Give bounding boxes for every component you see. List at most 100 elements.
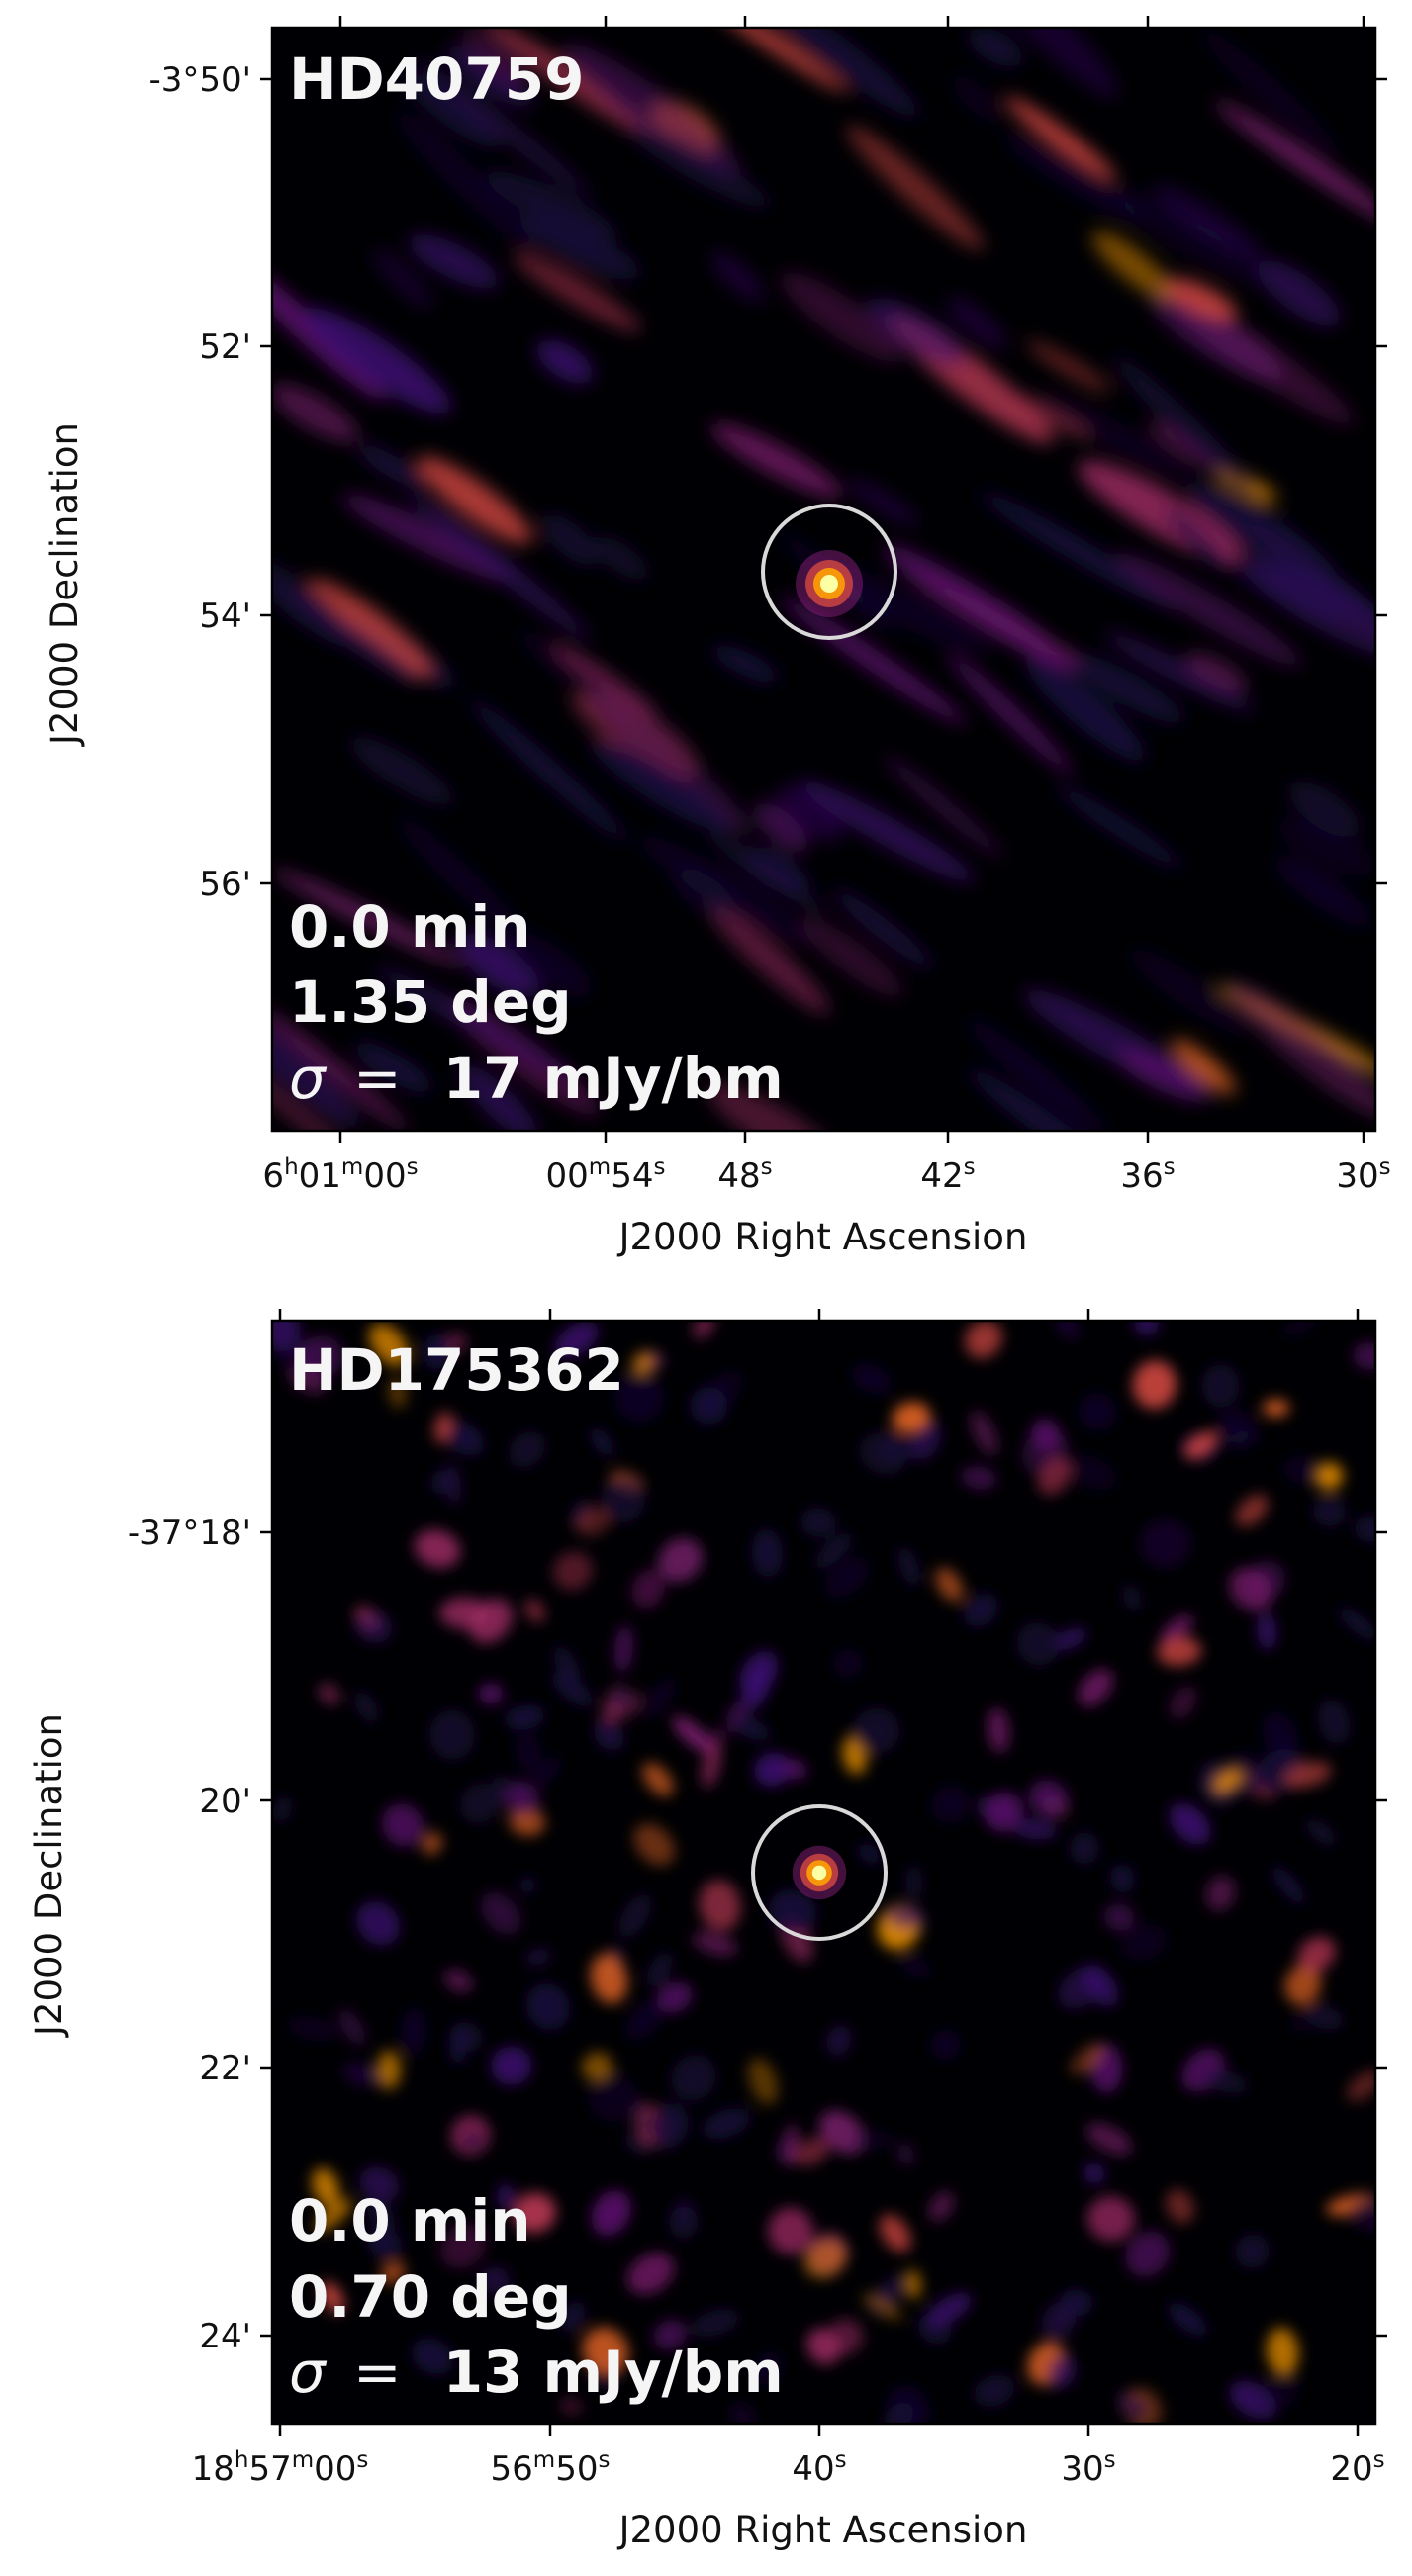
noise-blob bbox=[1025, 658, 1146, 762]
noise-blob bbox=[1290, 2015, 1310, 2033]
noise-blob bbox=[693, 1321, 715, 1339]
x-ticks: 6h01m00s 00m54s 48s 42s 36s 30s bbox=[262, 16, 1391, 1196]
noise-blob bbox=[947, 297, 1007, 349]
noise-blob bbox=[1078, 1669, 1113, 1706]
noise-blob bbox=[671, 2055, 716, 2101]
noise-blob bbox=[1202, 30, 1339, 156]
noise-blob bbox=[1229, 1567, 1273, 1611]
integration-time: 0.0 min bbox=[289, 2187, 531, 2254]
noise-blob bbox=[1056, 784, 1184, 870]
noise-blob bbox=[272, 869, 464, 966]
noise-blob bbox=[508, 1431, 546, 1468]
x-tick-label-part: 6 bbox=[262, 1156, 284, 1196]
noise-blob bbox=[658, 1537, 704, 1583]
noise-blob bbox=[703, 2108, 751, 2140]
x-axis-title: J2000 Right Ascension bbox=[617, 1216, 1028, 1258]
noise-blob bbox=[356, 1901, 401, 1946]
x-tick-label: 36s bbox=[1120, 1154, 1175, 1196]
noise-blob bbox=[1281, 1321, 1318, 1336]
noise-blob bbox=[690, 1386, 728, 1425]
noise-blob bbox=[1132, 1360, 1177, 1409]
noise-blob bbox=[560, 2397, 583, 2416]
noise-blob bbox=[1166, 2189, 1194, 2224]
noise-level: σ = 13 mJy/bm bbox=[289, 2339, 784, 2406]
noise-blob bbox=[799, 780, 976, 883]
sigma-symbol: σ bbox=[289, 2339, 328, 2406]
noise-blob bbox=[447, 1332, 467, 1353]
noise-blob bbox=[1038, 392, 1193, 481]
noise-blob bbox=[1054, 1627, 1087, 1650]
noise-blob bbox=[884, 755, 1004, 859]
noise-blob bbox=[312, 2167, 339, 2207]
x-tick-label: 18h57m00s bbox=[192, 2447, 369, 2489]
noise-blob bbox=[439, 1597, 490, 1629]
noise-blob bbox=[733, 1716, 770, 1741]
noise-blob bbox=[1305, 1818, 1337, 1846]
x-tick-label-part: s bbox=[1104, 2447, 1116, 2473]
noise-blob bbox=[1091, 230, 1177, 302]
sigma-symbol: σ bbox=[289, 1045, 328, 1112]
noise-blob bbox=[626, 2253, 675, 2295]
noise-blob bbox=[1113, 355, 1255, 495]
noise-blob bbox=[1201, 1364, 1240, 1409]
noise-blob bbox=[1122, 1584, 1142, 1611]
noise-blob bbox=[887, 1905, 925, 1929]
y-tick-label: 52' bbox=[199, 327, 251, 367]
sigma-equals: = bbox=[353, 1045, 402, 1112]
noise-blob bbox=[947, 652, 1074, 776]
noise-blob bbox=[1070, 2043, 1104, 2075]
noise-blob bbox=[846, 125, 985, 251]
noise-blob bbox=[754, 1752, 792, 1787]
noise-blob bbox=[691, 2309, 739, 2338]
noise-blob bbox=[461, 28, 528, 87]
noise-blob bbox=[1312, 1496, 1347, 1527]
noise-blob bbox=[518, 1877, 536, 1894]
noise-blob bbox=[414, 1529, 461, 1568]
noise-blob bbox=[357, 444, 425, 489]
offset-angle: 0.70 deg bbox=[289, 2263, 572, 2331]
noise-blob bbox=[367, 2198, 396, 2233]
x-tick-label-part: 42 bbox=[920, 1156, 963, 1196]
noise-blob bbox=[1224, 1429, 1262, 1450]
noise-blob bbox=[272, 991, 360, 1128]
noise-blob bbox=[710, 251, 765, 303]
noise-blob bbox=[1086, 2196, 1135, 2242]
x-tick-label-part: 40 bbox=[792, 2449, 834, 2489]
y-tick-label: 56' bbox=[199, 865, 251, 904]
noise-blob bbox=[563, 44, 741, 177]
noise-blob bbox=[1140, 1518, 1191, 1569]
noise-blob bbox=[478, 1683, 504, 1704]
noise-blob bbox=[1004, 134, 1144, 222]
x-tick-label-part: 57 bbox=[248, 2449, 291, 2489]
noise-blob bbox=[441, 1420, 485, 1456]
noise-blob bbox=[1055, 1321, 1080, 1339]
x-tick-label-part: s bbox=[964, 1154, 976, 1180]
x-tick-label-part: 30 bbox=[1336, 1156, 1378, 1196]
sigma-equals: = bbox=[353, 2339, 402, 2406]
noise-blob bbox=[396, 111, 539, 253]
noise-blob bbox=[935, 1567, 964, 1603]
noise-blob bbox=[1124, 2399, 1150, 2424]
noise-blob bbox=[1203, 2070, 1249, 2093]
noise-blob bbox=[422, 1832, 442, 1855]
noise-blob bbox=[1169, 1686, 1197, 1719]
sigma-value: 17 mJy/bm bbox=[443, 1045, 784, 1112]
noise-blob bbox=[470, 699, 628, 842]
noise-blob bbox=[1184, 652, 1248, 692]
noise-blob bbox=[653, 2319, 687, 2350]
noise-blob bbox=[1235, 1494, 1269, 1526]
noise-blob bbox=[582, 2327, 629, 2375]
noise-blob bbox=[1258, 2374, 1299, 2413]
x-tick-label-part: m bbox=[589, 1154, 611, 1180]
noise-blob bbox=[1354, 1515, 1375, 1542]
noise-blob bbox=[754, 28, 920, 118]
noise-blob bbox=[590, 1427, 614, 1457]
noise-blob bbox=[532, 1757, 561, 1787]
noise-blob bbox=[354, 1610, 393, 1644]
noise-blob bbox=[1125, 2231, 1170, 2277]
noise-blob bbox=[1029, 1780, 1069, 1817]
noise-blob bbox=[338, 2008, 366, 2046]
noise-blob bbox=[930, 2029, 961, 2061]
noise-blob bbox=[1163, 278, 1238, 322]
noise-blob bbox=[1257, 1611, 1276, 1650]
